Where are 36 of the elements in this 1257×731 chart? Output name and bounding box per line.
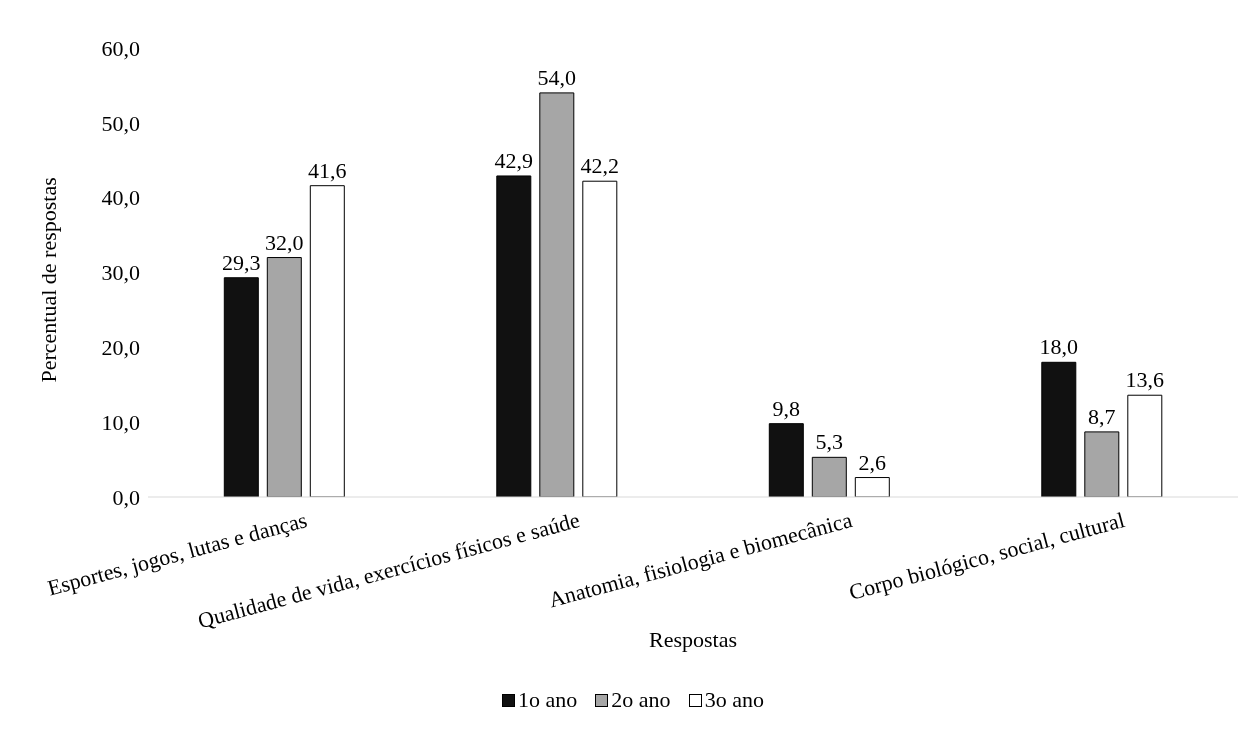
bar [1041, 361, 1077, 497]
y-tick-label: 40,0 [101, 185, 140, 211]
y-tick-label: 50,0 [101, 110, 140, 136]
bar [223, 277, 259, 497]
x-axis-title: Respostas [649, 627, 737, 652]
bar [266, 257, 302, 497]
data-label: 18,0 [1039, 334, 1079, 360]
bar [496, 175, 532, 497]
data-label: 5,3 [815, 429, 844, 455]
bar [854, 477, 890, 497]
y-tick-label: 30,0 [101, 260, 140, 286]
bar [539, 92, 575, 497]
bar [582, 180, 618, 497]
data-label: 13,6 [1125, 367, 1165, 393]
legend-label: 1o ano [517, 687, 578, 713]
data-label: 2,6 [858, 449, 887, 475]
y-tick-label: 20,0 [101, 335, 140, 361]
bar [309, 185, 345, 497]
bar [768, 423, 804, 497]
data-label: 9,8 [772, 395, 801, 421]
legend-label: 3o ano [703, 687, 764, 713]
y-tick-label: 60,0 [101, 35, 140, 61]
data-label: 29,3 [222, 249, 261, 275]
data-label: 8,7 [1088, 403, 1116, 429]
bar [811, 456, 847, 497]
bar [1084, 431, 1120, 497]
data-label: 42,2 [580, 153, 620, 179]
data-label: 32,0 [265, 229, 304, 255]
y-tick-label: 0,0 [112, 484, 140, 510]
bar [1127, 394, 1163, 497]
data-label: 41,6 [308, 157, 347, 183]
y-axis-title: Percentual de respostas [35, 177, 61, 383]
data-label: 54,0 [537, 64, 577, 90]
y-tick-label: 10,0 [101, 409, 140, 435]
legend-label: 2o ano [610, 687, 671, 713]
data-label: 42,9 [494, 147, 534, 173]
